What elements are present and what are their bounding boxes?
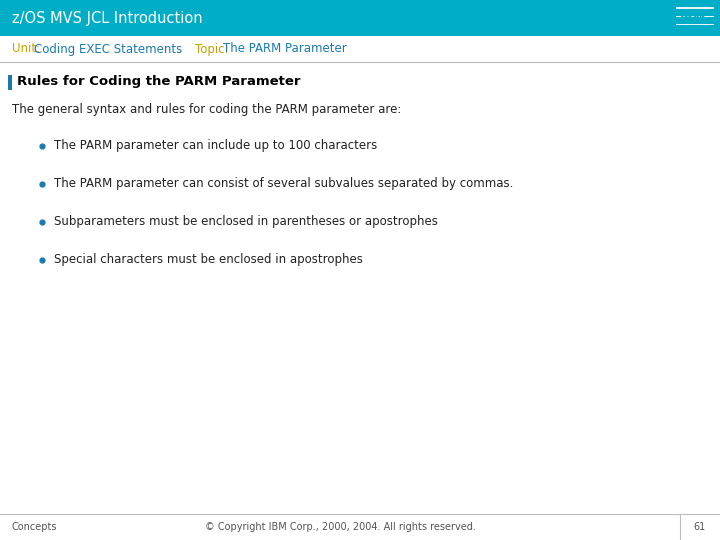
- Text: © Copyright IBM Corp., 2000, 2004. All rights reserved.: © Copyright IBM Corp., 2000, 2004. All r…: [204, 522, 475, 532]
- Bar: [8, 75, 12, 90]
- Bar: [676, 15, 714, 17]
- Text: 61: 61: [694, 522, 706, 532]
- Text: The PARM parameter can consist of several subvalues separated by commas.: The PARM parameter can consist of severa…: [54, 178, 513, 191]
- Bar: [0, 0, 720, 36]
- Bar: [675, 10, 715, 12]
- Bar: [676, 6, 714, 9]
- Text: Unit:: Unit:: [12, 43, 44, 56]
- Text: The PARM Parameter: The PARM Parameter: [223, 43, 347, 56]
- Bar: [676, 23, 714, 25]
- Text: Concepts: Concepts: [12, 522, 58, 532]
- Text: Subparameters must be enclosed in parentheses or apostrophes: Subparameters must be enclosed in parent…: [54, 215, 438, 228]
- Text: Rules for Coding the PARM Parameter: Rules for Coding the PARM Parameter: [17, 76, 300, 89]
- Bar: [675, 18, 715, 20]
- Text: The general syntax and rules for coding the PARM parameter are:: The general syntax and rules for coding …: [12, 104, 401, 117]
- Text: z/OS MVS JCL Introduction: z/OS MVS JCL Introduction: [12, 10, 202, 25]
- Text: Special characters must be enclosed in apostrophes: Special characters must be enclosed in a…: [54, 253, 363, 267]
- Bar: [675, 23, 715, 24]
- Bar: [675, 15, 715, 16]
- Text: The PARM parameter can include up to 100 characters: The PARM parameter can include up to 100…: [54, 139, 377, 152]
- Text: Topic:: Topic:: [195, 43, 233, 56]
- Text: IBM: IBM: [680, 11, 706, 24]
- Text: Coding EXEC Statements: Coding EXEC Statements: [34, 43, 182, 56]
